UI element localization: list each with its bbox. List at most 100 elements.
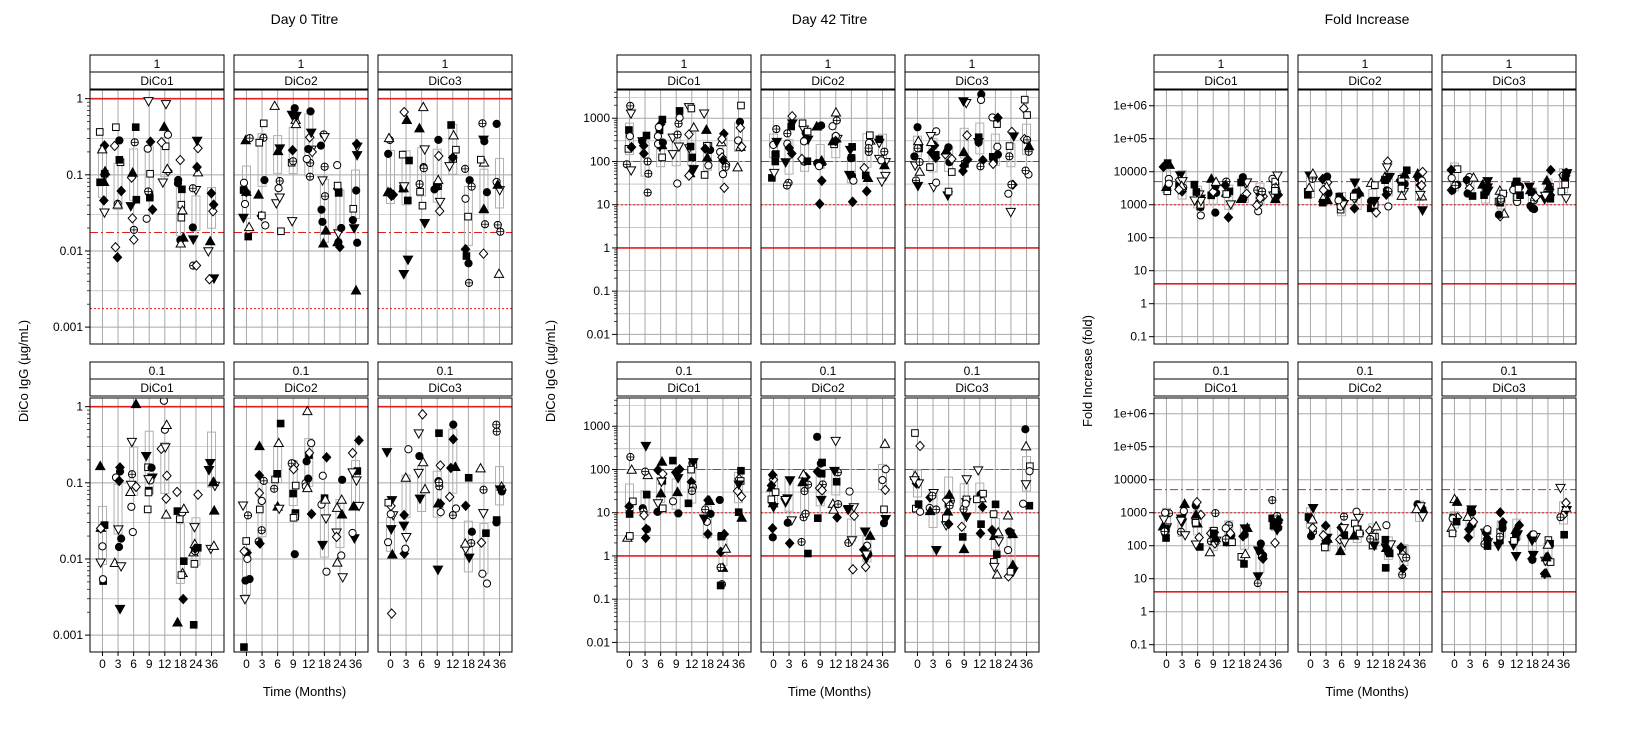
data-point	[433, 150, 444, 162]
data-point	[147, 463, 156, 472]
data-point	[1466, 505, 1478, 516]
data-point	[383, 132, 395, 143]
data-point	[786, 148, 797, 159]
data-point	[1381, 189, 1392, 200]
y-tick-label: 1000	[583, 111, 610, 125]
data-point	[208, 540, 220, 550]
x-tick-label: 0	[914, 657, 921, 671]
data-point	[348, 224, 360, 234]
data-point	[876, 177, 888, 188]
data-point	[673, 179, 682, 188]
data-point	[475, 462, 487, 473]
data-point	[255, 505, 264, 514]
data-point	[993, 142, 1002, 151]
x-tick-label: 36	[1020, 657, 1034, 671]
data-point	[444, 491, 455, 503]
data-point	[911, 429, 919, 437]
x-tick-label: 18	[462, 657, 476, 671]
data-point	[1560, 194, 1572, 204]
data-point	[1526, 536, 1538, 547]
x-tick-label: 36	[349, 657, 363, 671]
data-point	[961, 499, 970, 508]
strip-antigen-label: DiCo3	[955, 74, 989, 88]
data-point	[698, 514, 710, 525]
strip-antigen-label: DiCo1	[1204, 381, 1238, 395]
data-point	[404, 445, 413, 454]
data-point	[1306, 531, 1316, 541]
strip-antigen-label: DiCo2	[811, 381, 845, 395]
data-point	[624, 501, 635, 512]
box	[175, 523, 185, 584]
strip-antigen	[760, 71, 896, 90]
data-point	[914, 500, 923, 508]
data-point	[386, 608, 397, 619]
data-point	[962, 154, 973, 165]
data-point	[799, 137, 809, 146]
data-point	[688, 153, 696, 162]
data-point	[768, 533, 777, 542]
data-point	[961, 475, 973, 485]
x-axis-label: Time (Months)	[263, 684, 346, 699]
data-point	[307, 439, 316, 448]
x-tick-label: 3	[786, 657, 793, 671]
data-point	[626, 141, 637, 153]
data-point	[962, 130, 972, 141]
data-point	[109, 140, 120, 152]
x-tick-label: 9	[1354, 657, 1361, 671]
data-point	[114, 542, 124, 552]
data-point	[798, 119, 807, 128]
x-tick-label: 3	[642, 657, 649, 671]
data-point	[640, 441, 652, 452]
panel-1-DiCo1: 1 DiCo1 1 0.1 0.01 0.001	[53, 54, 225, 345]
data-point	[336, 494, 348, 504]
data-point	[146, 169, 154, 178]
data-point	[733, 480, 745, 491]
data-point	[879, 438, 891, 448]
data-point	[1271, 171, 1283, 182]
data-point	[177, 231, 189, 242]
data-point	[1239, 194, 1248, 203]
strip-antigen	[1153, 71, 1289, 90]
data-point	[145, 136, 156, 148]
strip-antigen-label: DiCo1	[667, 74, 701, 88]
data-point	[1561, 169, 1573, 179]
data-point	[1380, 542, 1392, 552]
data-point	[830, 436, 842, 447]
data-point	[178, 503, 190, 513]
data-point	[449, 420, 458, 429]
data-point	[460, 500, 471, 512]
x-tick-label: 12	[446, 657, 460, 671]
data-point	[977, 520, 985, 528]
data-point	[161, 163, 173, 174]
data-point	[803, 157, 812, 166]
strip-dose-label: 0.1	[1501, 364, 1518, 378]
data-point	[914, 166, 926, 176]
data-point	[161, 419, 173, 429]
data-point	[864, 530, 876, 540]
x-tick-label: 0	[1451, 657, 1458, 671]
data-point	[448, 129, 460, 140]
data-point	[320, 224, 332, 235]
data-point	[492, 179, 504, 189]
data-point	[684, 499, 693, 508]
data-point	[926, 147, 937, 158]
data-point	[175, 237, 187, 248]
data-point	[960, 512, 972, 523]
data-point	[1514, 519, 1525, 531]
data-point	[688, 165, 700, 175]
data-point	[478, 248, 489, 260]
data-point	[768, 503, 779, 513]
data-point	[1008, 132, 1020, 143]
data-point	[163, 130, 173, 139]
data-point	[1222, 190, 1231, 198]
data-point	[156, 136, 167, 148]
data-point	[797, 476, 809, 487]
data-point	[1021, 425, 1030, 434]
data-point	[462, 252, 471, 260]
data-point	[1381, 163, 1393, 174]
data-point	[415, 451, 424, 461]
data-point	[276, 419, 285, 428]
x-tick-label: 36	[876, 657, 890, 671]
